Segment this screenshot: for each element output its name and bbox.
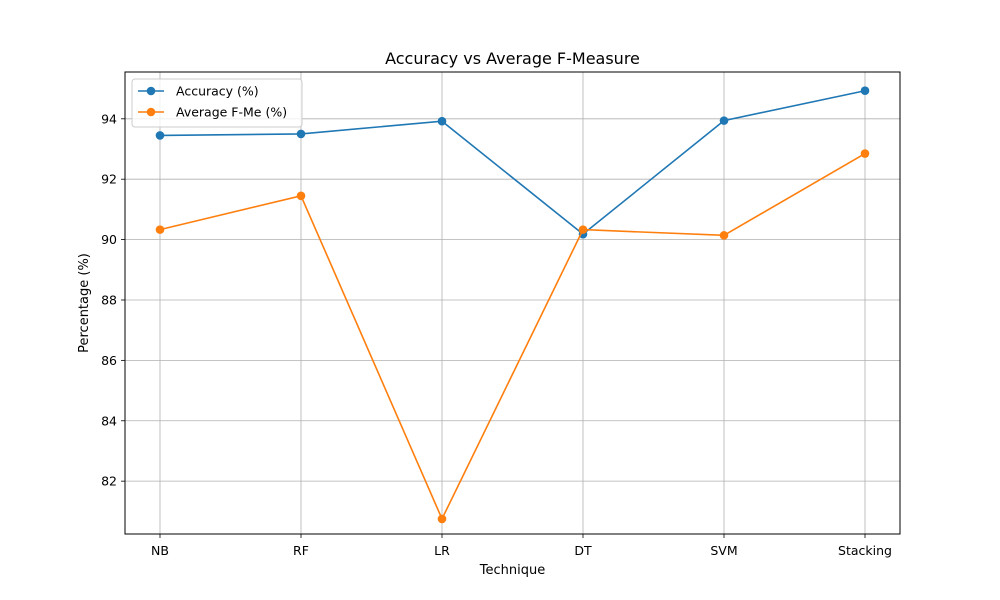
- y-tick-label: 82: [101, 474, 117, 489]
- y-tick-label: 94: [101, 111, 117, 126]
- grid: [125, 72, 900, 534]
- data-point: [860, 86, 870, 96]
- series-line: [159, 152, 866, 521]
- x-tick-label: SVM: [710, 543, 737, 558]
- plot-frame: [124, 71, 901, 535]
- legend-item: Accuracy (%): [138, 84, 259, 99]
- series-layer: [155, 86, 870, 524]
- data-point: [437, 514, 447, 524]
- y-tick-label: 86: [101, 353, 117, 368]
- data-point: [296, 129, 306, 139]
- data-point: [155, 131, 165, 140]
- y-axis-label: Percentage (%): [77, 253, 92, 353]
- x-axis-label: Technique: [479, 563, 545, 578]
- x-tick-label: LR: [434, 543, 450, 558]
- ticks: NB RF LR DT SVM Stacking 82 84 86 88 90 92 94: [101, 111, 892, 558]
- y-tick-label: 84: [101, 413, 117, 428]
- data-point: [578, 225, 588, 234]
- data-point: [860, 149, 870, 158]
- x-tick-label: RF: [293, 543, 309, 558]
- y-tick-label: 88: [101, 292, 117, 307]
- legend-marker: [146, 107, 156, 117]
- x-tick-label: DT: [574, 543, 592, 558]
- legend-label: Accuracy (%): [176, 84, 259, 99]
- x-tick-label: Stacking: [838, 543, 892, 558]
- series: [155, 149, 870, 524]
- y-tick-label: 92: [101, 172, 117, 187]
- legend-label: Average F-Me (%): [176, 105, 287, 120]
- x-tick-label: NB: [151, 543, 169, 558]
- data-point: [719, 231, 729, 240]
- legend-box: [131, 78, 303, 128]
- legend-item: Average F-Me (%): [138, 105, 287, 120]
- data-point: [296, 191, 306, 201]
- legend: Accuracy (%) Average F-Me (%): [131, 78, 303, 128]
- legend-marker: [146, 86, 156, 96]
- data-point: [719, 116, 729, 125]
- data-point: [155, 225, 165, 234]
- chart-title: Accuracy vs Average F-Measure: [385, 49, 640, 68]
- data-point: [437, 116, 447, 126]
- series-line: [159, 89, 866, 236]
- y-tick-label: 90: [101, 232, 117, 247]
